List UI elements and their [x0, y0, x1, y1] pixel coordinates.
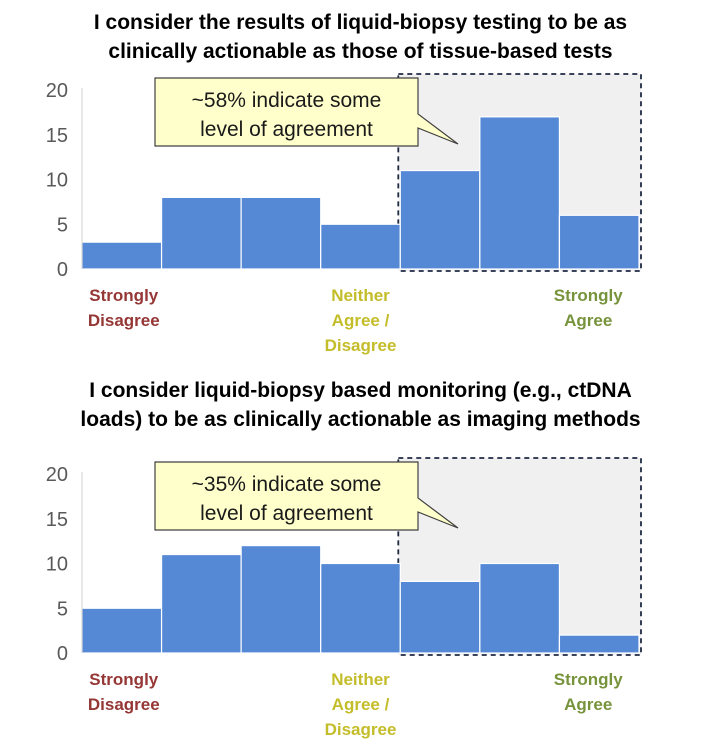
chart1-category-label-middle-line-1: Neither: [331, 286, 390, 305]
chart2-y-tick-10: 10: [46, 554, 68, 576]
bar-chart-1: 0 5 10 15 20 Strongly Disagree Neither Agree / Di…: [46, 73, 642, 355]
chart-title-1-line-1: I consider the results of liquid-biopsy …: [93, 11, 628, 34]
chart2-y-tick-5: 5: [57, 598, 68, 620]
chart1-y-tick-20: 20: [46, 80, 68, 102]
chart2-callout-box: [154, 461, 459, 531]
chart-title-1-line-2: clinically actionable as those of tissue…: [108, 40, 613, 63]
chart1-category-label-middle-line-3: Disagree: [325, 336, 397, 355]
chart1-bar-3: [240, 196, 322, 270]
bar-chart-2: 0 5 10 15 20 Strongly Disagree Neither Agree / Di…: [46, 457, 642, 739]
chart-title-2-line-1: I consider liquid-biopsy based monitorin…: [89, 379, 632, 402]
chart-title-1: I consider the results of liquid-biopsy …: [0, 8, 721, 66]
chart2-callout-text-line-1: ~35% indicate some: [192, 473, 382, 496]
chart-title-2-line-2: loads) to be as clinically actionable as…: [80, 408, 641, 431]
chart1-bar-5: [399, 169, 481, 270]
chart1-bar-6: [479, 116, 561, 270]
chart2-category-label-left-line-1: Strongly: [89, 670, 158, 689]
chart2-bar-6: [479, 562, 561, 654]
chart2-bar-5: [399, 580, 481, 654]
chart1-bar-2: [160, 196, 242, 270]
chart1-category-label-left-line-2: Disagree: [88, 311, 160, 330]
chart2-bar-4: [320, 562, 401, 654]
chart2-category-label-middle-line-1: Neither: [331, 670, 390, 689]
chart1-category-label-right-line-2: Agree: [564, 311, 612, 330]
chart1-callout-text-line-1: ~58% indicate some: [192, 89, 382, 112]
chart2-category-label-left-line-2: Disagree: [88, 695, 160, 714]
chart2-category-label-middle-line-2: Agree /: [332, 695, 390, 714]
chart2-category-label-right-line-1: Strongly: [554, 670, 623, 689]
chart2-bar-3: [240, 544, 322, 654]
chart1-callout-text-line-2: level of agreement: [200, 118, 373, 141]
chart1-bar-4: [320, 223, 401, 270]
chart1-category-label-middle-line-2: Agree /: [332, 311, 390, 330]
chart2-bar-2: [160, 553, 242, 654]
chart1-y-tick-15: 15: [46, 125, 68, 147]
chart2-y-tick-15: 15: [46, 509, 68, 531]
chart1-y-tick-5: 5: [57, 214, 68, 236]
chart2-bar-1: [81, 607, 163, 654]
chart1-y-tick-10: 10: [46, 170, 68, 192]
chart1-callout-box: [154, 77, 459, 147]
chart2-y-tick-0: 0: [57, 643, 68, 665]
chart-title-2: I consider liquid-biopsy based monitorin…: [0, 376, 721, 434]
chart2-y-tick-20: 20: [46, 464, 68, 486]
chart1-category-label-right-line-1: Strongly: [554, 286, 623, 305]
chart1-y-tick-0: 0: [57, 259, 68, 281]
chart1-category-label-left-line-1: Strongly: [89, 286, 158, 305]
chart2-category-label-right-line-2: Agree: [564, 695, 612, 714]
chart2-bar-7: [558, 634, 640, 654]
chart1-bar-7: [558, 214, 640, 270]
chart2-category-label-middle-line-3: Disagree: [325, 720, 397, 739]
chart1-bar-1: [81, 241, 163, 270]
chart2-callout-text-line-2: level of agreement: [200, 502, 373, 525]
